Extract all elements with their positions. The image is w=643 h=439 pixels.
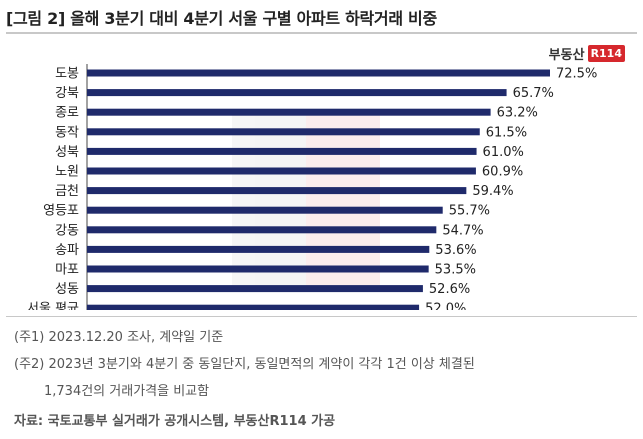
data-label: 72.5% (556, 67, 597, 82)
category-label: 종로 (55, 106, 79, 121)
bar (87, 167, 476, 175)
watermark-logo (232, 112, 380, 288)
bar (87, 245, 430, 253)
logo-badge: R114 (587, 45, 625, 62)
bar (87, 69, 550, 77)
bar (87, 108, 491, 116)
bar (87, 147, 477, 155)
bar (87, 285, 423, 293)
brand-logo: 부동산 R114 (549, 44, 625, 63)
chart-title: [그림 2] 올해 3분기 대비 4분기 서울 구별 아파트 하락거래 비중 (6, 9, 437, 28)
category-label: 서울 평균 (27, 302, 79, 310)
data-label: 54.7% (442, 223, 483, 238)
data-label: 59.4% (472, 184, 513, 199)
data-label: 63.2% (497, 106, 538, 121)
data-label: 61.5% (486, 125, 527, 140)
data-label: 55.7% (449, 204, 490, 219)
category-label: 노원 (55, 165, 79, 180)
note-2-continued: 1,734건의 거래가격을 비교함 (44, 384, 210, 399)
category-label: 강동 (55, 223, 79, 238)
bar (87, 265, 429, 273)
bar (87, 226, 437, 234)
category-label: 성북 (55, 145, 79, 160)
data-label: 52.6% (429, 282, 470, 297)
chart-bottom-divider (6, 316, 637, 317)
data-label: 53.5% (435, 263, 476, 278)
bar (87, 304, 420, 310)
note-2: (주2) 2023년 3분기와 4분기 중 동일단지, 동일면적의 계약이 각각… (14, 357, 475, 372)
category-label: 송파 (55, 243, 79, 258)
category-label: 도봉 (55, 67, 79, 82)
data-label: 60.9% (482, 165, 523, 180)
category-label: 강북 (55, 86, 79, 101)
data-label: 65.7% (513, 86, 554, 101)
bar (87, 187, 467, 195)
category-label: 동작 (55, 125, 79, 140)
title-divider (6, 32, 637, 34)
category-label: 마포 (55, 263, 79, 278)
logo-text: 부동산 (548, 48, 585, 63)
category-label: 성동 (55, 282, 79, 297)
data-label: 53.6% (435, 243, 476, 258)
note-1: (주1) 2023.12.20 조사, 계약일 기준 (14, 330, 224, 345)
data-label: 61.0% (483, 145, 524, 160)
bar (87, 128, 480, 136)
bar (87, 206, 443, 214)
category-label: 금천 (55, 184, 79, 199)
category-label: 영등포 (43, 204, 79, 219)
bar-chart: 도봉 72.5% 강북 65.7% 종로 63.2% 동작 61.5% 성북 61.0% 노원 60.… (27, 64, 597, 310)
data-label: 52.0% (425, 302, 466, 310)
bar (87, 89, 507, 97)
source-line: 자료: 국토교통부 실거래가 공개시스템, 부동산R114 가공 (14, 414, 336, 429)
